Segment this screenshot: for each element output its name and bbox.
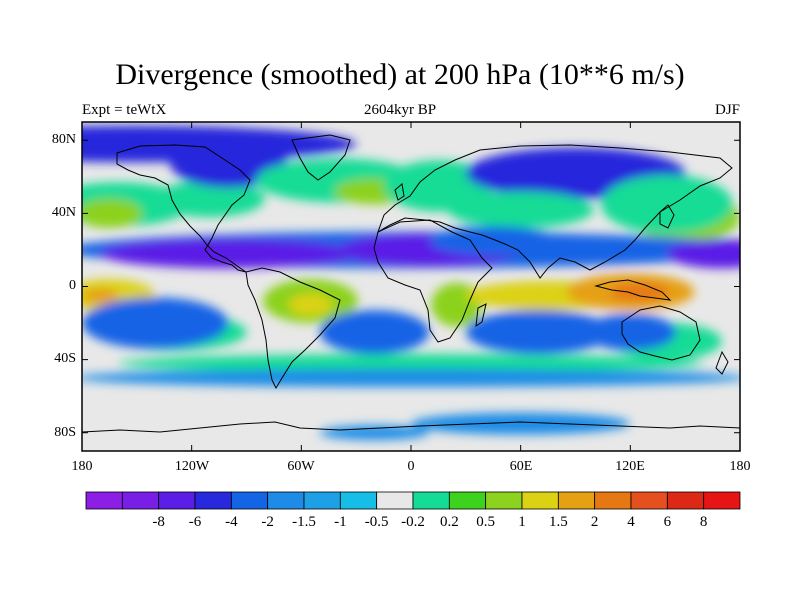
colorbar-label: -0.5 bbox=[364, 514, 389, 530]
x-tick-label: 120W bbox=[174, 459, 210, 474]
y-tick-label: 40S bbox=[54, 351, 76, 366]
chart-title: Divergence (smoothed) at 200 hPa (10**6 … bbox=[115, 58, 685, 91]
colorbar-swatch bbox=[267, 491, 305, 510]
experiment-label: Expt = teWtX bbox=[82, 102, 167, 118]
x-tick-label: 180 bbox=[729, 459, 751, 474]
fill-pacific-dark bbox=[666, 238, 740, 269]
y-tick-label: 80N bbox=[51, 132, 76, 147]
divergence-fills bbox=[82, 125, 740, 441]
time-label: 2604kyr BP bbox=[363, 102, 437, 118]
colorbar-label: 1.5 bbox=[548, 514, 568, 530]
x-tick-label: 60W bbox=[287, 459, 315, 474]
fill-s-indian-blue bbox=[465, 310, 613, 355]
colorbar-label: -6 bbox=[188, 514, 202, 530]
colorbar-label: 8 bbox=[699, 514, 708, 530]
colorbar-swatch bbox=[230, 491, 269, 510]
colorbar-label: -0.2 bbox=[401, 514, 425, 530]
coast-australia bbox=[621, 305, 701, 361]
coast-greenland bbox=[291, 134, 351, 181]
colorbar-label: -1 bbox=[334, 514, 347, 530]
axis-ticks bbox=[81, 122, 741, 451]
y-tick-label: 0 bbox=[69, 278, 76, 293]
coast-japan bbox=[659, 204, 675, 229]
fill-aus-blue bbox=[584, 313, 677, 351]
colorbar-swatch bbox=[194, 491, 232, 510]
fill-s-pacific-blue bbox=[82, 297, 229, 349]
colorbar-swatch bbox=[158, 491, 196, 510]
fill-antarctic-blue-2 bbox=[319, 425, 430, 441]
fill-antarctic-blue bbox=[411, 412, 631, 435]
colorbar-label: 1 bbox=[518, 514, 526, 530]
fill-s-atlantic-blue bbox=[319, 310, 430, 355]
fill-sahara-blue bbox=[429, 226, 558, 256]
fill-n-america-green bbox=[155, 180, 265, 218]
fill-s-ocean-blue bbox=[82, 368, 740, 388]
fill-s-ocean-green bbox=[118, 354, 704, 373]
colorbar-swatch bbox=[448, 491, 487, 510]
coast-north-america bbox=[116, 144, 251, 273]
coast-new-zealand bbox=[715, 350, 729, 375]
y-tick-label: 80S bbox=[54, 425, 76, 440]
colorbar-label: 2 bbox=[590, 514, 599, 530]
colorbar-label: -1.5 bbox=[292, 514, 316, 530]
colorbar-swatch bbox=[412, 491, 450, 510]
colorbar-label: -8 bbox=[152, 514, 165, 530]
colorbar-swatch bbox=[703, 491, 741, 510]
colorbar-swatch bbox=[666, 491, 705, 510]
colorbar-label: 0.2 bbox=[439, 514, 459, 530]
coast-uk bbox=[394, 183, 405, 201]
colorbar-swatch bbox=[339, 491, 378, 510]
colorbar-swatch bbox=[121, 491, 160, 510]
colorbar-label: 6 bbox=[663, 514, 672, 530]
fill-s-america-red bbox=[288, 293, 333, 316]
colorbar-swatch bbox=[376, 491, 414, 510]
coast-eurasia bbox=[377, 144, 733, 279]
coast-south-america bbox=[245, 267, 341, 390]
coastlines bbox=[82, 134, 740, 433]
colorbar-label: 0.5 bbox=[476, 514, 496, 530]
coast-indonesia bbox=[594, 279, 672, 301]
colorbar-swatch bbox=[557, 491, 596, 510]
fill-n-pacific-orange bbox=[82, 198, 143, 229]
fill-c-asia-green bbox=[447, 191, 594, 229]
fill-e-asia-green bbox=[601, 175, 733, 234]
season-label: DJF bbox=[714, 102, 740, 118]
coast-antarctica bbox=[82, 421, 740, 433]
colorbar-label: -4 bbox=[225, 514, 238, 530]
coast-madagascar bbox=[475, 303, 487, 328]
colorbar-swatch bbox=[594, 491, 632, 510]
x-tick-label: 60E bbox=[509, 459, 533, 474]
colorbar bbox=[85, 491, 741, 510]
colorbar-label: 4 bbox=[627, 514, 635, 530]
colorbar-swatch bbox=[85, 491, 123, 510]
y-tick-label: 40N bbox=[51, 205, 76, 220]
fill-itcz-w-pacific-red bbox=[82, 288, 119, 303]
fill-subtrop-n-dark bbox=[100, 238, 357, 269]
colorbar-swatch bbox=[521, 491, 559, 510]
colorbar-label: -2 bbox=[261, 514, 274, 530]
x-tick-label: 0 bbox=[407, 459, 415, 474]
colorbar-swatch bbox=[303, 491, 341, 510]
fill-maritime-darkred bbox=[610, 282, 669, 302]
colorbar-swatch bbox=[630, 491, 668, 510]
x-tick-label: 120E bbox=[615, 459, 645, 474]
colorbar-swatch bbox=[485, 491, 523, 510]
x-tick-label: 180 bbox=[71, 459, 93, 474]
coast-africa bbox=[373, 219, 493, 343]
